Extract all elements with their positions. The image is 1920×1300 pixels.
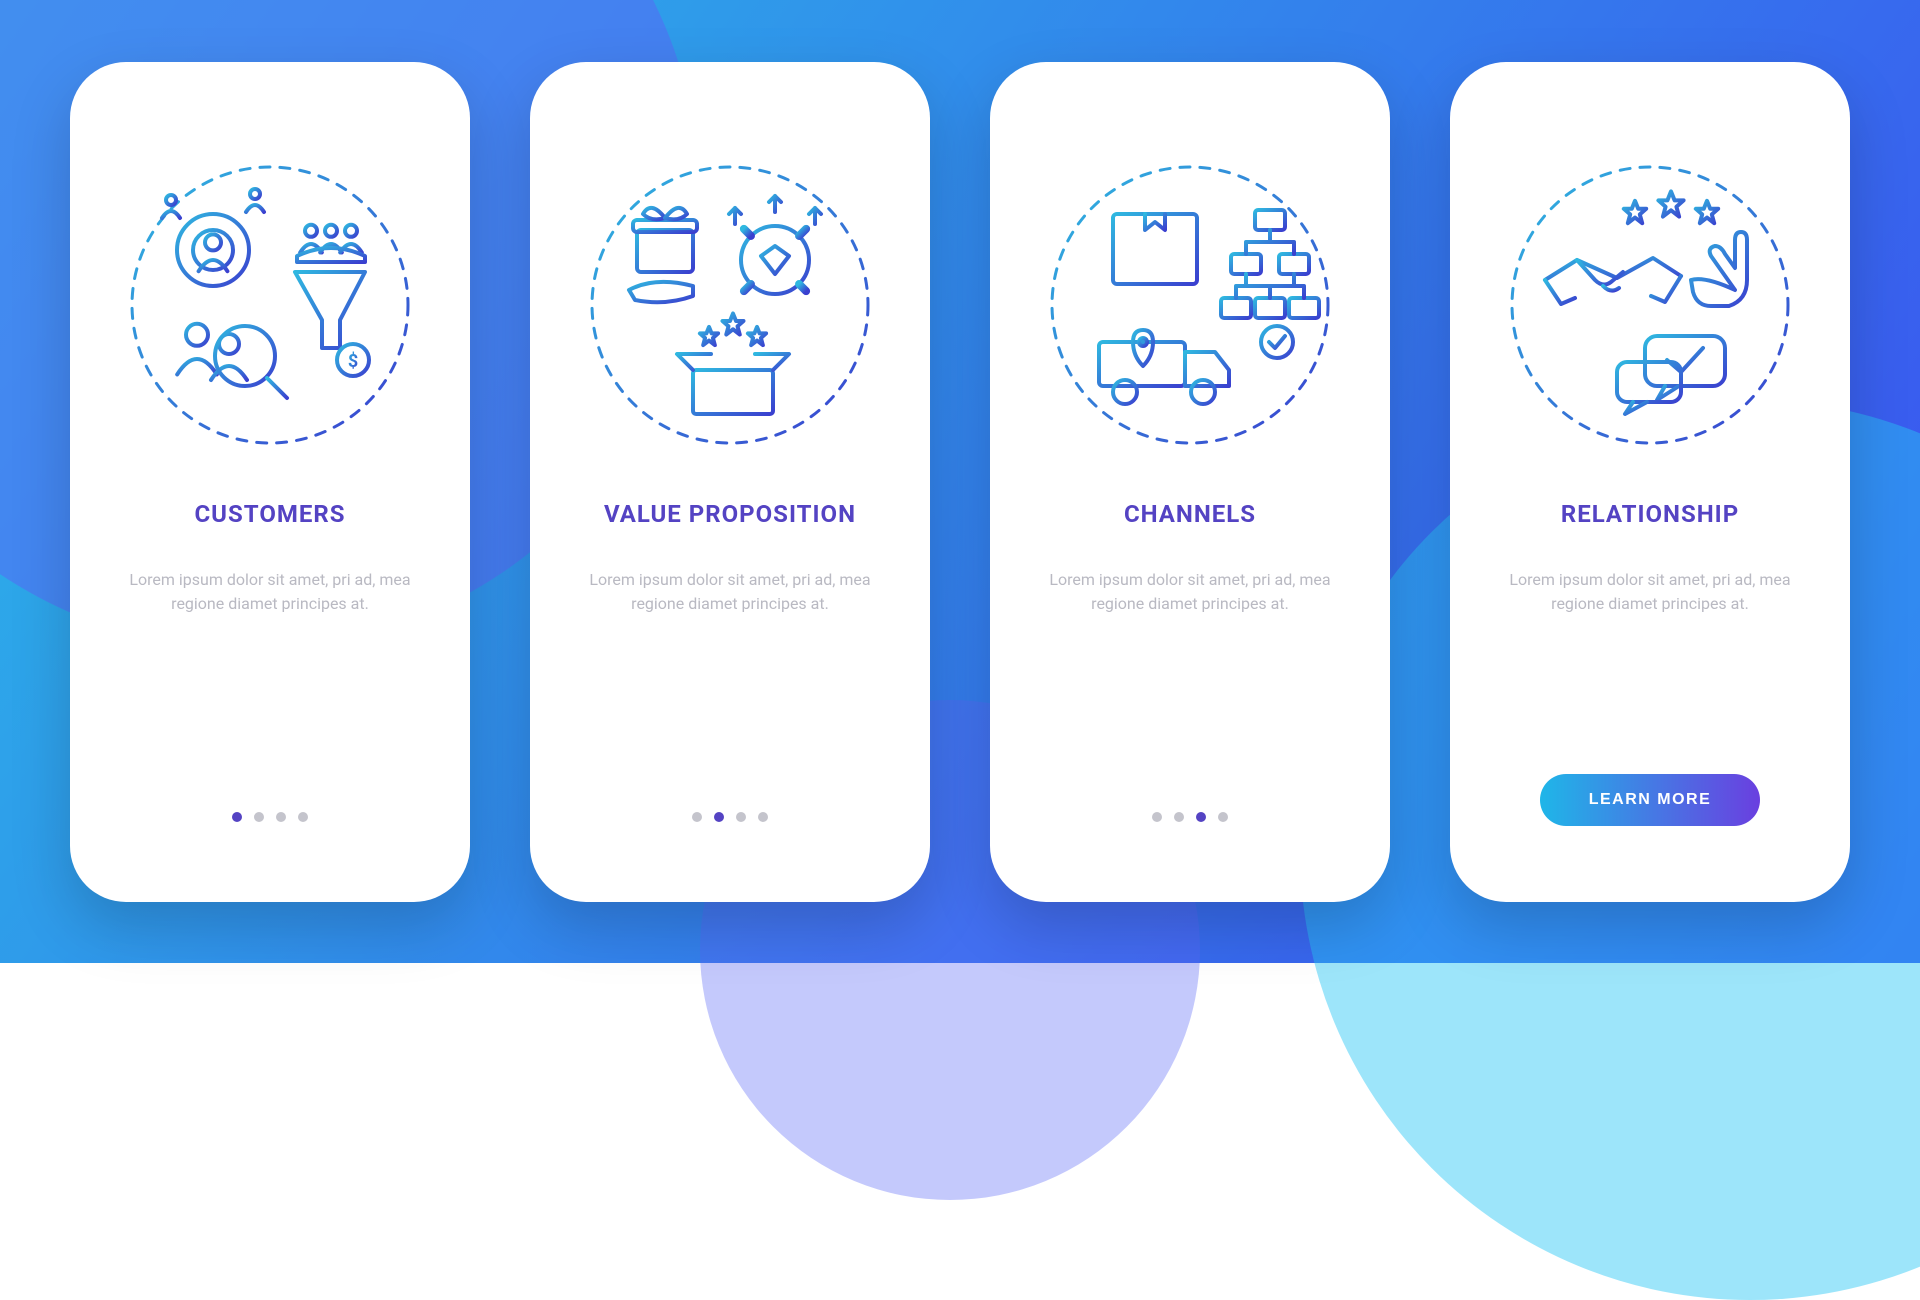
pagination-dot[interactable] bbox=[298, 812, 308, 822]
screen-description: Lorem ipsum dolor sit amet, pri ad, mea … bbox=[1042, 568, 1338, 618]
pagination-dot[interactable] bbox=[1218, 812, 1228, 822]
screen-description: Lorem ipsum dolor sit amet, pri ad, mea … bbox=[1502, 568, 1798, 618]
phone-notch bbox=[640, 62, 820, 88]
phone-screen: VALUE PROPOSITION Lorem ipsum dolor sit a… bbox=[552, 90, 908, 874]
pagination-dot[interactable] bbox=[232, 812, 242, 822]
pagination-dot[interactable] bbox=[736, 812, 746, 822]
svg-text:$: $ bbox=[348, 351, 358, 372]
phone-frame-value-proposition: VALUE PROPOSITION Lorem ipsum dolor sit a… bbox=[530, 62, 930, 902]
pagination-dots[interactable] bbox=[692, 812, 768, 822]
pagination-dot[interactable] bbox=[714, 812, 724, 822]
learn-more-button[interactable]: LEARN MORE bbox=[1540, 774, 1760, 826]
phone-screen: CHANNELS Lorem ipsum dolor sit amet, pri … bbox=[1012, 90, 1368, 874]
screen-description: Lorem ipsum dolor sit amet, pri ad, mea … bbox=[122, 568, 418, 618]
relationship-illustration bbox=[1505, 160, 1795, 450]
phone-frame-relationship: RELATIONSHIP Lorem ipsum dolor sit amet, … bbox=[1450, 62, 1850, 902]
phone-frame-channels: CHANNELS Lorem ipsum dolor sit amet, pri … bbox=[990, 62, 1390, 902]
phone-notch bbox=[180, 62, 360, 88]
value-illustration bbox=[585, 160, 875, 450]
phone-screen: $ CUSTOMERS Lorem ipsum dolor sit amet, pr… bbox=[92, 90, 448, 874]
channels-illustration bbox=[1045, 160, 1335, 450]
customers-illustration: $ bbox=[125, 160, 415, 450]
screen-description: Lorem ipsum dolor sit amet, pri ad, mea … bbox=[582, 568, 878, 618]
screen-title: CHANNELS bbox=[1124, 500, 1256, 528]
screen-title: VALUE PROPOSITION bbox=[604, 500, 856, 528]
phone-notch bbox=[1100, 62, 1280, 88]
screen-title: RELATIONSHIP bbox=[1561, 500, 1739, 528]
screen-title: CUSTOMERS bbox=[194, 500, 345, 528]
phone-frame-customers: $ CUSTOMERS Lorem ipsum dolor sit amet, pr… bbox=[70, 62, 470, 902]
pagination-dot[interactable] bbox=[254, 812, 264, 822]
phone-notch bbox=[1560, 62, 1740, 88]
pagination-dot[interactable] bbox=[1152, 812, 1162, 822]
pagination-dot[interactable] bbox=[1196, 812, 1206, 822]
pagination-dots[interactable] bbox=[232, 812, 308, 822]
pagination-dot[interactable] bbox=[692, 812, 702, 822]
pagination-dot[interactable] bbox=[1174, 812, 1184, 822]
onboarding-canvas: $ CUSTOMERS Lorem ipsum dolor sit amet, pr… bbox=[0, 0, 1920, 963]
pagination-dot[interactable] bbox=[758, 812, 768, 822]
pagination-dots[interactable] bbox=[1152, 812, 1228, 822]
phone-screen: RELATIONSHIP Lorem ipsum dolor sit amet, … bbox=[1472, 90, 1828, 874]
pagination-dot[interactable] bbox=[276, 812, 286, 822]
